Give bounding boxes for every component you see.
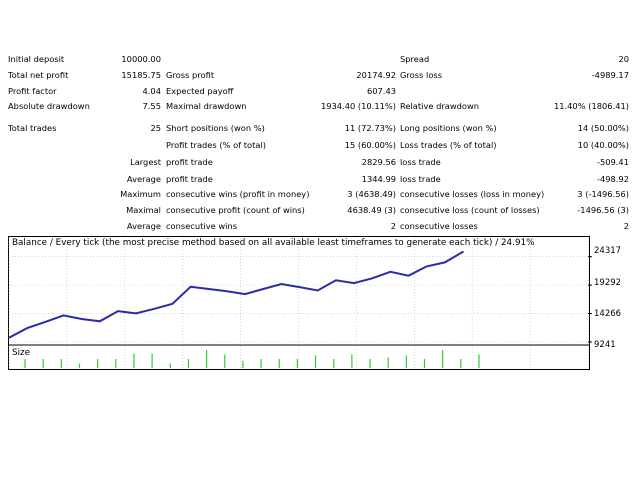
report-label: Long positions (won %) [400,123,497,133]
report-value: Maximum [120,189,161,199]
report-label: Relative drawdown [400,101,480,111]
balance-point [226,290,228,293]
report-value: -498.92 [596,174,629,184]
report-label: profit trade [166,174,213,184]
report-label: Maximal drawdown [166,101,247,111]
report-label: Spread [400,54,430,64]
report-value: -1496.56 (3) [577,205,629,215]
report-label: Absolute drawdown [8,101,90,111]
report-value: 15 (60.00%) [344,140,396,150]
balance-point [80,318,83,320]
report-label: loss trade [400,174,441,184]
report-value: 3 (4638.49) [347,189,396,199]
report-label: Gross profit [166,70,215,80]
report-label: loss trade [400,157,441,167]
report-value: 7.55 [142,101,161,111]
report-label: Profit factor [8,86,57,96]
report-value: 25 [150,123,161,133]
report-label: Short positions (won %) [166,123,265,133]
report-label: consecutive profit (count of wins) [166,205,305,215]
balance-point [8,336,10,339]
report-value: Largest [130,157,161,167]
report-label: consecutive losses (loss in money) [400,189,545,199]
balance-point [135,312,137,315]
balance-point [462,250,464,253]
report-value: 20 [618,54,629,64]
report-value: 1934.40 (10.11%) [320,101,396,111]
balance-point [335,279,337,282]
balance-point [389,270,392,273]
report-value: 4638.49 (3) [347,205,396,215]
y-tick-label: 9241 [594,340,616,350]
report-value: 14 (50.00%) [577,123,629,133]
report-value: 3 (-1496.56) [577,189,629,199]
balance-point [207,288,210,290]
report-label: Profit trades (% of total) [166,140,266,150]
report-value: 2829.56 [361,157,396,167]
y-tick-label: 19292 [594,278,622,288]
balance-point [62,314,65,317]
report-value: 10000.00 [121,54,161,64]
report-label: profit trade [166,157,213,167]
report-label: Gross loss [400,70,443,80]
report-value: 1344.99 [361,174,396,184]
balance-point [298,286,301,288]
report-value: 2 [623,221,629,231]
chart-title: Balance / Every tick (the most precise m… [12,238,535,248]
balance-point [353,282,355,284]
balance-point [371,277,374,280]
report-value: Average [126,221,161,231]
report-value: 11.40% (1806.41) [553,101,629,111]
balance-point [425,265,428,268]
report-label: consecutive wins [166,221,238,231]
report-label: Total net profit [8,70,69,80]
balance-point [171,302,174,305]
report-value: 607.43 [366,86,396,96]
balance-point [44,321,47,323]
size-panel-label: Size [12,348,31,358]
balance-point [280,283,283,285]
report-value: 20174.92 [356,70,396,80]
balance-point [189,285,192,288]
balance-point [262,288,265,290]
balance-point [153,308,156,310]
report-label: Initial deposit [8,54,65,64]
report-value: Maximal [126,205,161,215]
report-value: -509.41 [596,157,629,167]
balance-point [117,310,119,312]
balance-point [407,274,410,277]
balance-point [316,289,319,292]
report-value: 10 (40.00%) [577,140,629,150]
report-label: Total trades [8,123,57,133]
report-value: -4989.17 [591,70,629,80]
report-label: Loss trades (% of total) [400,140,497,150]
report-label: consecutive losses [400,221,478,231]
report-label: consecutive loss (count of losses) [400,205,540,215]
report-value: 2 [390,221,396,231]
balance-point [99,320,101,323]
y-tick-label: 24317 [594,246,622,256]
report-label: Expected payoff [166,86,234,96]
balance-chart [8,236,590,370]
report-value: 15185.75 [121,70,161,80]
report-summary: Initial deposit 10000.00 Spread 20 Total net… [8,54,629,231]
report-value: Average [126,174,161,184]
report-label: consecutive wins (profit in money) [166,189,310,199]
report-value: 11 (72.73%) [344,123,396,133]
balance-line [8,250,464,339]
balance-point [244,293,246,295]
balance-point [444,261,446,264]
report-value: 4.04 [142,86,161,96]
y-tick-label: 14266 [594,309,622,319]
balance-point [26,327,28,329]
